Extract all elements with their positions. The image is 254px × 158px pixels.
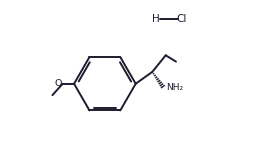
Text: H: H <box>152 14 160 24</box>
Text: O: O <box>55 79 62 88</box>
Text: Cl: Cl <box>176 14 187 24</box>
Text: NH₂: NH₂ <box>166 83 183 92</box>
